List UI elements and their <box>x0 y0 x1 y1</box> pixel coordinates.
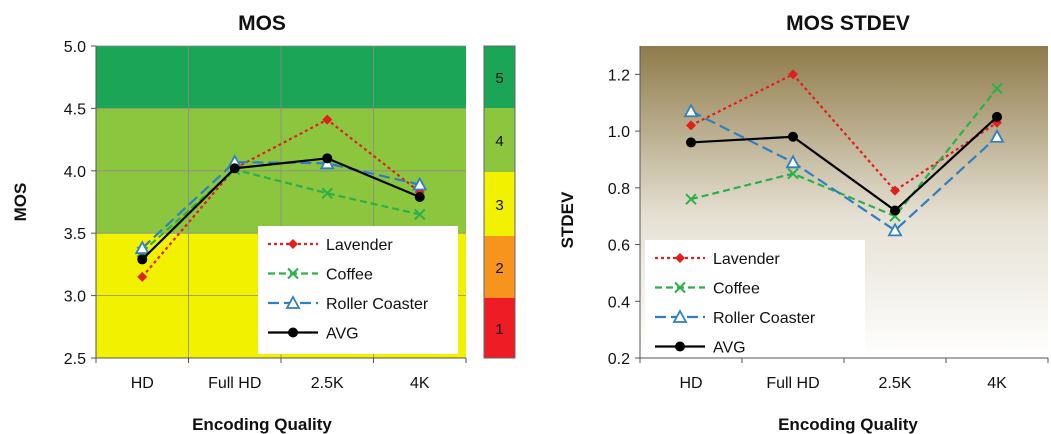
legend-label: Roller Coaster <box>326 296 429 313</box>
series-line-lavender <box>690 72 998 193</box>
data-point <box>890 205 900 216</box>
y-tick-label: 1.2 <box>608 67 630 84</box>
legend-label: Coffee <box>713 281 760 298</box>
x-tick-label: HD <box>131 375 154 392</box>
data-point <box>785 154 801 169</box>
data-point <box>683 103 699 118</box>
legend-marker <box>675 253 685 263</box>
data-point <box>321 187 333 199</box>
y-tick-label: 3.0 <box>64 289 86 306</box>
x-tick-label: Full HD <box>766 375 819 392</box>
scale-segment-4 <box>484 108 515 172</box>
series-line-roller-coaster <box>690 110 998 232</box>
series-line-lavender <box>141 118 421 278</box>
legend-label: Coffee <box>326 267 373 284</box>
chart-title-stdev: MOS STDEV <box>786 12 910 35</box>
legend-marker <box>285 295 301 309</box>
scale-segment-3 <box>484 172 515 236</box>
legend-marker <box>288 239 298 249</box>
y-tick-label: 3.5 <box>64 226 86 243</box>
series-line-avg <box>141 157 421 261</box>
data-point <box>414 192 425 203</box>
legend-marker <box>674 281 686 294</box>
series-line-coffee <box>141 168 420 253</box>
x-tick-label: HD <box>679 375 702 392</box>
x-tick-label: 2.5K <box>879 375 912 392</box>
y-tick-label: 4.5 <box>64 101 86 118</box>
x-tick-label: 4K <box>410 375 430 392</box>
series-line-roller-coaster <box>141 160 420 249</box>
data-point <box>412 176 428 191</box>
legend-marker <box>288 327 298 338</box>
y-tick-label: 1.0 <box>608 124 630 141</box>
scale-segment-1 <box>484 298 515 358</box>
series-line-coffee <box>690 87 998 218</box>
series-line-avg <box>690 116 998 212</box>
data-point <box>788 131 798 142</box>
data-point <box>414 208 426 221</box>
legend-label: Lavender <box>326 237 393 254</box>
y-axis-title-stdev: STDEV <box>558 191 577 248</box>
mos-stdev-chart: 0.2 0.4 0.6 0.8 1.0 1.2 HD Full HD 2.5K 4K Lavende… <box>608 46 1049 392</box>
data-point <box>229 163 240 174</box>
data-point <box>134 240 150 255</box>
y-tick-label: 4.0 <box>64 164 86 181</box>
data-point <box>137 271 148 282</box>
y-tick-label: 0.4 <box>608 294 630 311</box>
scale-label: 5 <box>495 70 503 87</box>
legend-label: AVG <box>326 326 359 343</box>
rating-color-scale: 5 4 3 2 1 <box>483 45 516 359</box>
data-point <box>989 128 1005 143</box>
scale-segment-2 <box>484 236 515 298</box>
y-tick-label: 2.5 <box>64 351 86 368</box>
data-point <box>788 69 798 80</box>
y-tick-label: 0.6 <box>608 238 630 255</box>
x-tick-label: 2.5K <box>311 375 344 392</box>
y-tick-label: 5.0 <box>64 39 86 56</box>
legend-marker <box>287 267 299 280</box>
mos-chart: 2.5 3.0 3.5 4.0 4.5 5.0 HD Full HD 2.5K 4K Lavende… <box>64 39 467 392</box>
data-point <box>686 120 696 131</box>
scale-label: 3 <box>495 197 503 214</box>
legend-marker <box>672 309 688 323</box>
scale-border <box>483 45 516 359</box>
legend-marker <box>675 341 685 352</box>
x-tick-label: Full HD <box>208 375 261 392</box>
y-tick-label: 0.8 <box>608 181 630 198</box>
legend-label: Roller Coaster <box>713 310 816 327</box>
y-tick-label: 0.2 <box>608 351 630 368</box>
scale-segment-5 <box>484 46 515 108</box>
data-point <box>887 222 903 237</box>
legend-label: AVG <box>713 340 746 357</box>
data-point <box>322 114 333 125</box>
x-axis-title-stdev: Encoding Quality <box>778 415 918 434</box>
x-axis-title-mos: Encoding Quality <box>192 415 332 434</box>
data-point <box>137 254 148 265</box>
data-point <box>787 167 799 180</box>
data-point <box>890 185 900 196</box>
data-point <box>686 137 696 148</box>
scale-label: 1 <box>495 321 503 338</box>
data-point <box>322 153 333 164</box>
legend-label: Lavender <box>713 251 780 268</box>
x-tick-label: 4K <box>987 375 1007 392</box>
data-point <box>685 193 697 205</box>
chart-title-mos: MOS <box>238 12 286 35</box>
scale-label: 2 <box>495 260 503 277</box>
data-point <box>991 82 1003 95</box>
data-point <box>992 111 1002 122</box>
y-axis-title-mos: MOS <box>11 183 30 222</box>
scale-label: 4 <box>495 133 503 150</box>
